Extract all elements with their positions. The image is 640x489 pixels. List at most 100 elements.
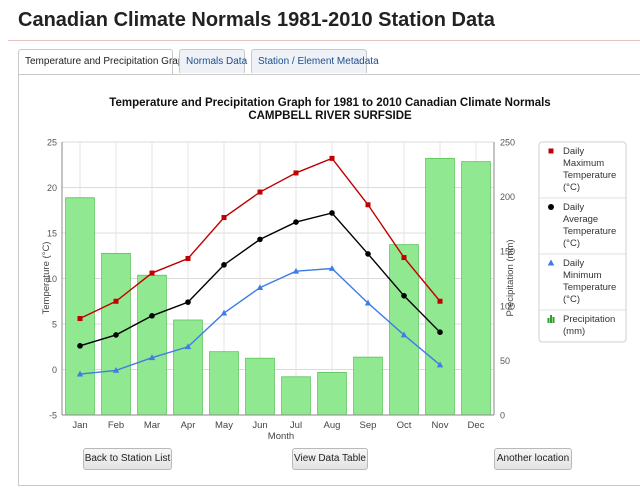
x-tick-label: Aug — [324, 420, 341, 431]
legend-square-icon — [548, 148, 554, 154]
temp-max-point — [329, 155, 335, 161]
x-tick-label: Oct — [397, 420, 412, 431]
temp-avg-point — [149, 313, 155, 319]
view-data-table-button[interactable]: View Data Table — [292, 448, 368, 470]
temp-max-point — [77, 316, 83, 322]
x-tick-label: Jul — [290, 420, 302, 431]
legend-label: Daily — [563, 202, 584, 213]
temp-max-point — [149, 270, 155, 276]
legend-bar-icon — [550, 315, 552, 323]
temp-max-point — [365, 202, 371, 208]
legend-label: Maximum — [563, 158, 604, 169]
y-right-tick-label: 50 — [500, 356, 510, 366]
tab-station-element-metadata[interactable]: Station / Element Metadata — [251, 49, 379, 73]
legend-label: Temperature — [563, 226, 616, 237]
y-right-tick-label: 150 — [500, 247, 515, 257]
legend-label: Daily — [563, 146, 584, 157]
y-left-tick-label: -5 — [49, 411, 57, 421]
legend-label: (°C) — [563, 294, 580, 305]
chart-title: Temperature and Precipitation Graph for … — [109, 97, 550, 109]
precipitation-bar — [281, 376, 311, 416]
legend-label: Temperature — [563, 282, 616, 293]
temp-min-point — [256, 284, 264, 290]
legend-label: Temperature — [563, 170, 616, 181]
precipitation-bar — [353, 356, 383, 416]
legend-label: Average — [563, 214, 598, 225]
legend-label: (°C) — [563, 238, 580, 249]
y-axis-left-title: Temperature (°C) — [41, 242, 52, 315]
precipitation-bar — [209, 351, 239, 416]
temp-min-point — [328, 265, 336, 271]
temp-min-point — [220, 309, 228, 316]
legend-bar-icon — [547, 318, 550, 323]
temp-min-point — [364, 299, 372, 306]
x-tick-label: Apr — [181, 420, 196, 431]
title-divider — [8, 40, 640, 41]
temp-max-point — [401, 255, 407, 261]
tab-temperature-precipitation-graph[interactable]: Temperature and Precipitation Graph — [18, 49, 189, 75]
y-left-tick-label: 0 — [52, 365, 57, 375]
temp-max-point — [437, 298, 443, 304]
y-left-tick-label: 15 — [47, 229, 57, 239]
precipitation-bar — [137, 274, 167, 416]
x-tick-label: Feb — [108, 420, 124, 431]
y-left-tick-label: 5 — [52, 320, 57, 330]
temp-avg-point — [221, 262, 227, 268]
temp-min-point — [112, 367, 120, 373]
chart-subtitle: CAMPBELL RIVER SURFSIDE — [248, 110, 412, 122]
legend-box — [538, 141, 627, 343]
y-right-tick-label: 250 — [500, 138, 515, 148]
temp-avg-point — [77, 343, 83, 349]
temp-avg-point — [257, 236, 263, 243]
y-left-tick-label: 20 — [47, 183, 57, 193]
temp-max-point — [293, 170, 299, 176]
temp-min-point — [184, 343, 192, 350]
x-tick-label: May — [215, 420, 233, 431]
temp-max-point — [221, 215, 227, 221]
legend-bar-icon — [552, 317, 555, 323]
y-left-tick-label: 10 — [47, 274, 57, 284]
x-tick-label: Nov — [432, 420, 449, 431]
y-right-tick-label: 100 — [500, 301, 515, 311]
another-location-button[interactable]: Another location — [494, 448, 572, 470]
precipitation-bar — [173, 319, 203, 416]
temp-avg-point — [113, 332, 119, 338]
temp-min-point — [436, 361, 444, 368]
y-left-tick-label: 25 — [47, 138, 57, 148]
precipitation-bar — [425, 157, 455, 416]
temp-min-point — [76, 370, 84, 377]
precipitation-bar — [245, 357, 275, 416]
tab-normals-data[interactable]: Normals Data — [179, 49, 247, 73]
legend-label: Minimum — [563, 270, 602, 281]
temp-avg-point — [401, 292, 407, 299]
temp-max-point — [113, 298, 119, 304]
x-axis-title: Month — [268, 431, 294, 442]
y-axis-right-title: Precipitation (mm) — [505, 239, 516, 316]
temp-min-point — [400, 331, 408, 338]
back-to-station-list-button[interactable]: Back to Station List — [83, 448, 172, 470]
temp-avg-point — [185, 299, 191, 305]
temp-min-point — [292, 267, 300, 274]
temp-avg-point — [329, 210, 335, 216]
legend-label: Daily — [563, 258, 584, 269]
precipitation-bar — [65, 197, 95, 416]
temp-avg-point — [293, 219, 299, 225]
page-title: Canadian Climate Normals 1981-2010 Stati… — [18, 9, 495, 31]
temp-min-point — [148, 354, 156, 361]
temp-max-point — [257, 189, 263, 195]
x-tick-label: Jan — [72, 420, 87, 431]
legend-circle-icon — [548, 204, 554, 210]
x-tick-label: Sep — [360, 420, 377, 431]
legend-triangle-icon — [547, 259, 555, 266]
legend-label: (mm) — [563, 326, 585, 337]
precipitation-bar — [389, 244, 419, 416]
legend-label: (°C) — [563, 182, 580, 193]
temp-avg-point — [365, 251, 371, 257]
y-right-tick-label: 200 — [500, 192, 515, 202]
x-tick-label: Jun — [252, 420, 267, 431]
precipitation-bar — [461, 161, 491, 416]
precipitation-bar — [317, 372, 347, 416]
legend-label: Precipitation — [563, 314, 615, 325]
x-tick-label: Mar — [144, 420, 160, 431]
